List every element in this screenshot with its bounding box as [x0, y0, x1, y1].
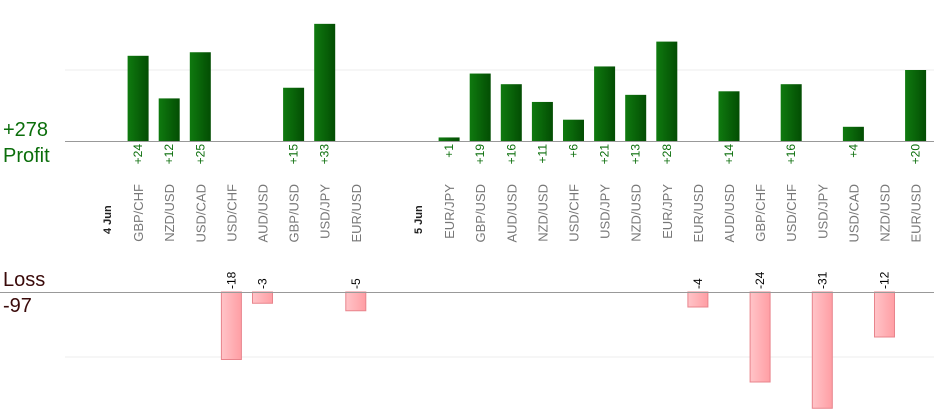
value-label: +25	[193, 144, 207, 165]
loss-bar	[220, 291, 242, 360]
value-label: +21	[598, 144, 612, 165]
value-label: +19	[473, 144, 487, 165]
value-label: +1	[442, 144, 456, 158]
category-label: EUR/USD	[909, 184, 924, 243]
value-label: +13	[629, 144, 643, 165]
value-label: -31	[815, 271, 829, 289]
value-label: +11	[535, 144, 549, 164]
category-label: GBP/CHF	[131, 184, 146, 242]
profit-bar	[531, 101, 553, 141]
profit-bar	[158, 98, 180, 141]
profit-bar	[780, 84, 802, 141]
loss-bar	[687, 291, 709, 308]
profit-bar	[127, 55, 149, 141]
value-label: -3	[256, 278, 270, 289]
value-label: -5	[349, 278, 363, 289]
value-label: +12	[162, 144, 176, 165]
value-label: +20	[909, 144, 923, 165]
axes	[0, 141, 934, 293]
category-label: USD/CAD	[846, 184, 861, 243]
loss-total: -97	[3, 295, 32, 317]
category-label: NZD/USD	[162, 184, 177, 242]
loss-bar	[345, 291, 367, 312]
loss-bar	[252, 291, 273, 304]
category-label: AUD/USD	[256, 184, 271, 243]
profit-bar	[656, 41, 678, 141]
profit-bar	[283, 87, 305, 141]
profit-total: +278	[3, 119, 49, 141]
category-label: USD/CHF	[567, 184, 582, 242]
date-label: 5 Jun	[413, 205, 425, 234]
value-label: +33	[318, 144, 332, 165]
profit-bar	[500, 84, 522, 141]
profit-bar	[563, 119, 584, 141]
category-label: NZD/USD	[629, 184, 644, 242]
profit-bar	[438, 137, 460, 141]
category-label: EUR/USD	[349, 184, 364, 243]
loss-bar	[811, 291, 833, 409]
profit-bar	[842, 126, 864, 141]
profit-bar	[905, 70, 927, 141]
category-label: AUD/USD	[722, 184, 737, 243]
category-label: GBP/USD	[287, 184, 302, 243]
category-label: NZD/USD	[535, 184, 550, 242]
profit-bar	[469, 73, 491, 141]
value-label: +16	[784, 144, 798, 165]
bars	[127, 23, 927, 409]
value-label: +14	[722, 144, 736, 165]
value-label: -4	[691, 278, 705, 289]
profit-bar	[314, 23, 336, 142]
category-label: EUR/USD	[691, 184, 706, 243]
value-label: +16	[504, 144, 518, 165]
category-label: NZD/USD	[878, 184, 893, 242]
profit-bar	[625, 94, 647, 141]
value-label: +4	[846, 144, 860, 158]
profit-bar	[189, 52, 211, 141]
value-label: +28	[660, 144, 674, 165]
value-label: +15	[287, 144, 301, 165]
labels: 4 Jun GBP/CHF +24 NZD/USD +12 USD/CAD +25 USD/C…	[102, 144, 924, 289]
category-label: USD/JPY	[815, 184, 830, 239]
loss-bar	[874, 291, 895, 338]
date-label: 4 Jun	[102, 205, 114, 234]
category-label: USD/CHF	[784, 184, 799, 242]
category-label: USD/JPY	[318, 184, 333, 239]
profit-bar	[718, 91, 740, 141]
category-label: AUD/USD	[504, 184, 519, 243]
profit-bar	[594, 66, 616, 141]
loss-bar	[749, 291, 771, 383]
category-label: USD/CHF	[224, 184, 239, 242]
category-label: USD/CAD	[193, 184, 208, 243]
category-label: GBP/USD	[473, 184, 488, 243]
category-label: USD/JPY	[598, 184, 613, 239]
profit-label: Profit	[3, 145, 50, 167]
category-label: EUR/JPY	[660, 184, 675, 239]
value-label: +24	[131, 144, 145, 165]
value-label: -24	[753, 271, 767, 289]
loss-label: Loss	[3, 269, 46, 291]
category-label: GBP/CHF	[753, 184, 768, 242]
value-label: -18	[224, 271, 238, 289]
value-label: -12	[878, 271, 892, 289]
category-label: EUR/JPY	[442, 184, 457, 239]
value-label: +6	[567, 144, 581, 158]
